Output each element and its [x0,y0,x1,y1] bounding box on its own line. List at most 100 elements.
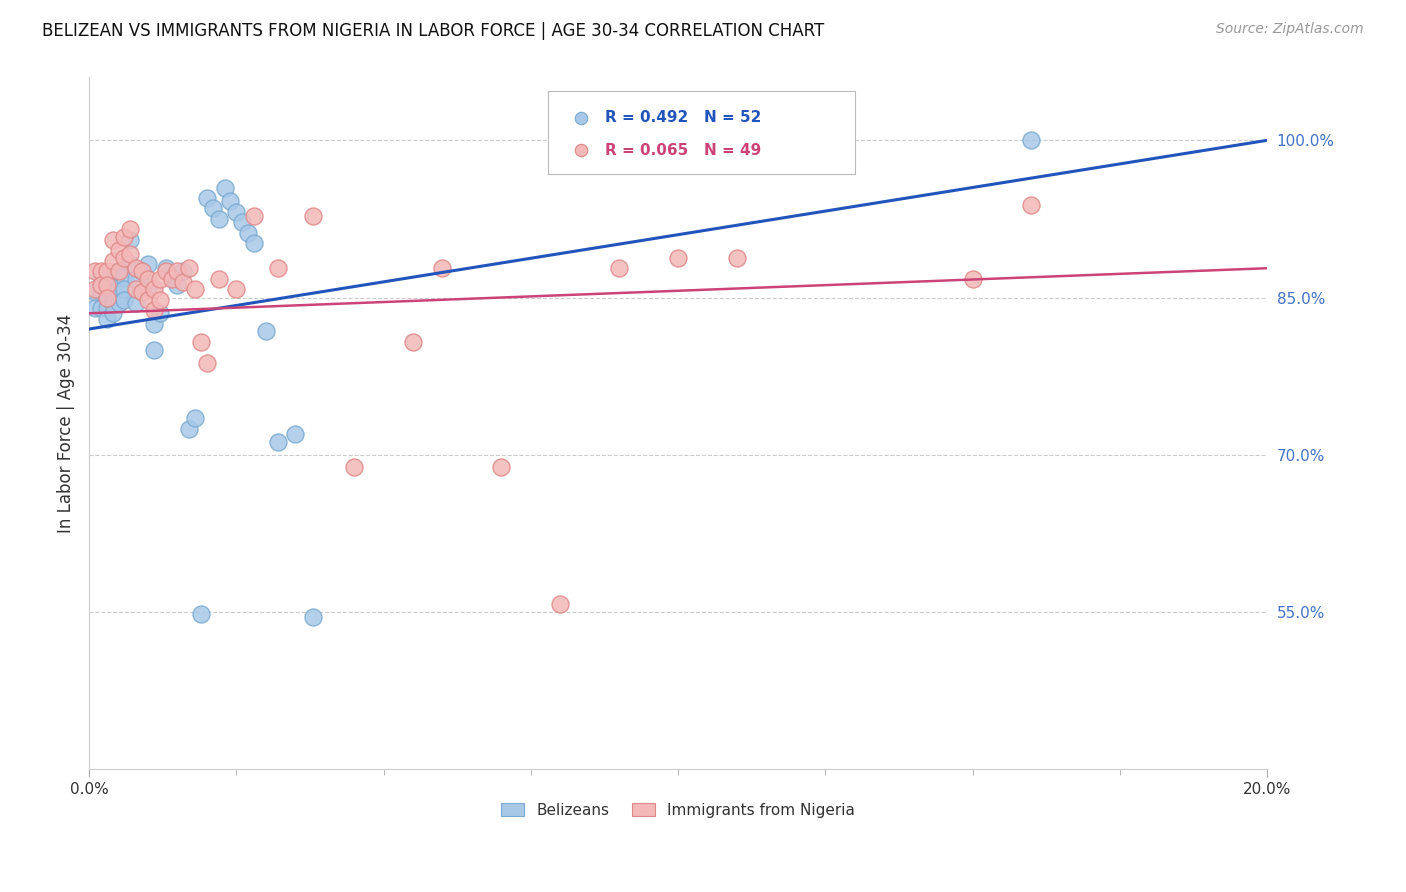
Point [101,233,124,247]
Point [149,293,172,307]
Point [149,271,172,285]
Point [666,251,689,265]
Point [107,244,129,258]
Point [208,271,231,285]
Y-axis label: In Labor Force | Age 30-34: In Labor Force | Age 30-34 [58,314,75,533]
Point [219,194,242,208]
Point [231,215,253,229]
Point [90,264,112,278]
Point [190,607,212,622]
Point [90,269,112,284]
Point [243,209,266,223]
Point [125,271,148,285]
Point [112,293,135,307]
Text: Source: ZipAtlas.com: Source: ZipAtlas.com [1216,22,1364,37]
Point [201,202,224,216]
Point [96,278,118,293]
Text: R = 0.492   N = 52: R = 0.492 N = 52 [605,110,762,125]
Point [1021,133,1043,147]
Point [101,269,124,284]
Point [101,253,124,268]
Point [96,291,118,305]
Point [96,269,118,284]
Point [432,261,454,276]
Point [101,295,124,310]
Point [302,209,325,223]
Point [131,285,153,300]
Point [131,285,153,300]
Point [195,355,218,369]
Point [284,426,307,441]
Point [84,301,107,315]
Text: R = 0.065   N = 49: R = 0.065 N = 49 [605,143,761,158]
Point [90,301,112,315]
Point [112,269,135,284]
Point [96,291,118,305]
Point [101,285,124,300]
Point [142,303,165,318]
Point [266,261,288,276]
Point [184,282,207,296]
Point [343,460,366,475]
Point [179,422,201,436]
Point [962,271,984,285]
Point [131,264,153,278]
Legend: Belizeans, Immigrants from Nigeria: Belizeans, Immigrants from Nigeria [495,797,862,824]
Point [96,311,118,326]
Point [243,235,266,250]
Point [101,306,124,320]
Point [548,597,571,611]
Point [136,293,159,307]
Point [136,280,159,294]
Point [136,257,159,271]
Point [131,264,153,278]
Point [155,261,177,276]
Point [225,282,247,296]
Point [112,282,135,296]
Point [166,264,188,278]
Point [302,610,325,624]
Text: BELIZEAN VS IMMIGRANTS FROM NIGERIA IN LABOR FORCE | AGE 30-34 CORRELATION CHART: BELIZEAN VS IMMIGRANTS FROM NIGERIA IN L… [42,22,824,40]
Point [214,180,236,194]
Point [179,261,201,276]
Point [120,222,142,236]
Point [172,264,194,278]
Point [96,301,118,315]
Point [184,411,207,425]
Point [112,229,135,244]
Point [1021,198,1043,212]
Point [84,264,107,278]
Point [166,278,188,293]
Point [84,285,107,300]
Point [107,295,129,310]
Point [142,317,165,331]
Point [84,282,107,296]
Point [225,204,247,219]
Point [90,285,112,300]
Point [266,435,288,450]
Point [112,251,135,265]
Point [402,334,425,349]
Point [136,271,159,285]
Point [160,271,183,285]
Point [107,280,129,294]
Point [96,264,118,278]
Point [190,334,212,349]
Point [125,261,148,276]
Point [96,280,118,294]
Point [607,261,630,276]
Point [160,269,183,284]
Point [208,211,231,226]
Point [90,278,112,293]
FancyBboxPatch shape [548,91,855,174]
Point [107,264,129,278]
Point [142,343,165,357]
Point [236,226,259,240]
Point [107,264,129,278]
Point [142,282,165,296]
Point [195,191,218,205]
Point [491,460,513,475]
Point [120,233,142,247]
Point [725,251,748,265]
Point [149,306,172,320]
